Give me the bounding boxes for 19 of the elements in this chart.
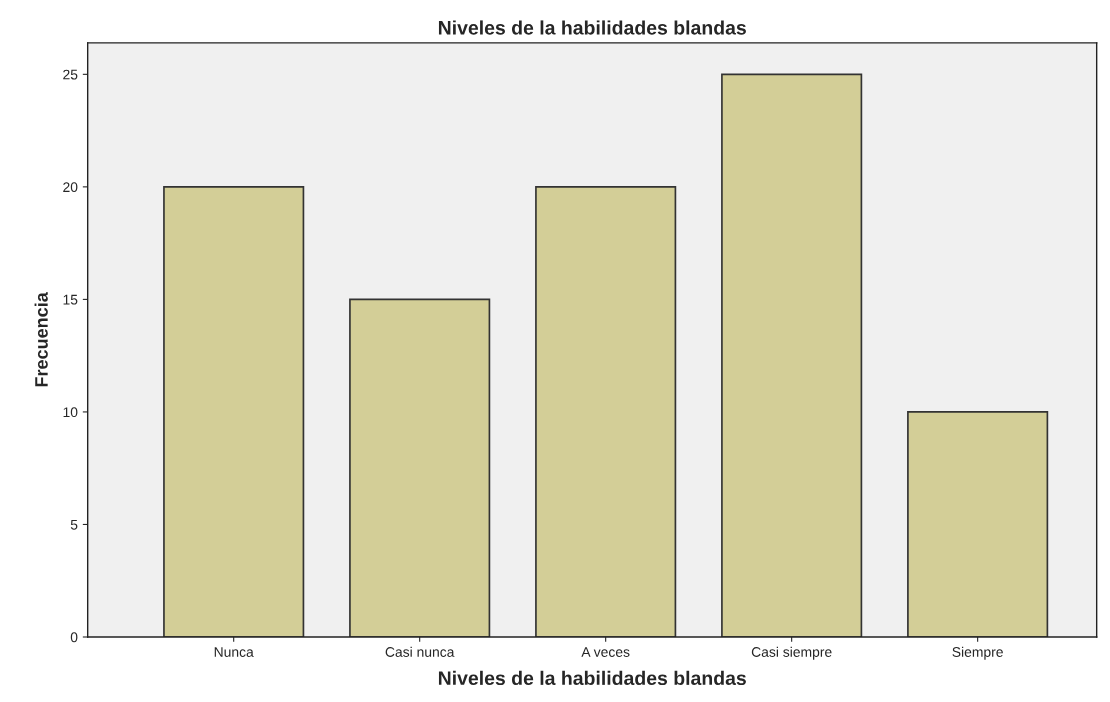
bar (535, 186, 677, 637)
y-tick-label: 5 (70, 519, 78, 530)
chart-title: Niveles de la habilidades blandas (438, 20, 746, 35)
bar (721, 73, 863, 637)
y-tick-label: 20 (63, 182, 78, 193)
y-tick-label: 0 (70, 632, 78, 643)
bar (163, 186, 305, 637)
x-tick-label: Nunca (214, 647, 254, 657)
x-tick-label: A veces (581, 647, 630, 657)
bar (907, 411, 1049, 637)
bar (349, 298, 491, 637)
x-tick-label: Casi siempre (751, 646, 832, 660)
y-tick-label: 15 (63, 294, 78, 305)
x-tick-label: Casi nunca (385, 646, 455, 657)
y-tick-label: 25 (63, 69, 78, 80)
x-tick-label: Siempre (952, 646, 1003, 660)
y-tick-label: 10 (63, 407, 78, 418)
x-axis-title: Niveles de la habilidades blandas (438, 670, 746, 686)
y-axis-title: Frecuencia (34, 292, 48, 387)
